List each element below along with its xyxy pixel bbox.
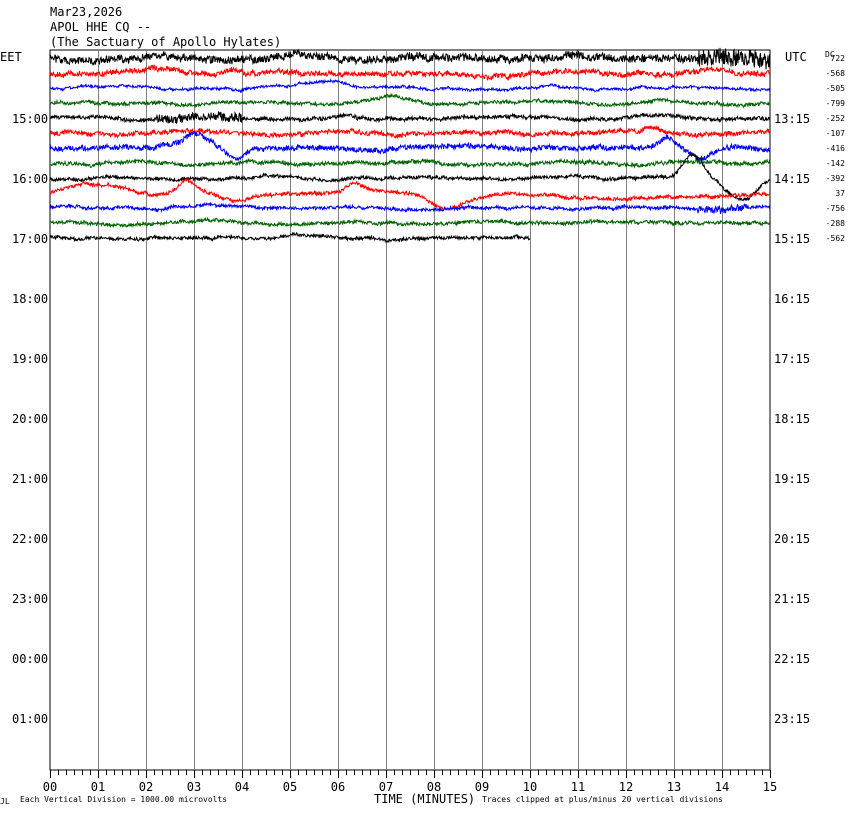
dc-offset-label: -288 (826, 219, 845, 228)
seismic-trace (49, 78, 771, 94)
plot-grid (49, 49, 771, 771)
dc-offset-label: 722 (831, 54, 846, 63)
dc-offset-label: -799 (826, 99, 845, 108)
dc-offset-label: -568 (826, 69, 845, 78)
seismic-trace (49, 110, 771, 124)
seismic-trace (49, 216, 771, 229)
x-tick-label: 12 (619, 780, 633, 794)
left-hour-label: 18:00 (12, 292, 48, 306)
x-tick-label: 09 (475, 780, 489, 794)
x-tick-label: 04 (235, 780, 249, 794)
left-timezone-label: EET (0, 50, 22, 64)
left-hour-labels: 15:00 16:00 17:00 18:00 19:00 20:00 21:00 22:00… (12, 112, 48, 726)
seismic-trace (49, 64, 771, 82)
left-hour-label: 19:00 (12, 352, 48, 366)
dc-offset-label: -505 (826, 84, 845, 93)
footer-scale-note: Each Vertical Division = 1000.00 microvo… (20, 795, 227, 804)
header-date: Mar23,2026 (50, 5, 122, 19)
left-hour-label: 23:00 (12, 592, 48, 606)
right-hour-label: 14:15 (774, 172, 810, 186)
dc-offset-label: 37 (835, 189, 845, 198)
seismic-trace (49, 130, 771, 163)
seismic-trace (49, 125, 771, 140)
x-tick-label: 11 (571, 780, 585, 794)
dc-offset-label: -392 (826, 174, 845, 183)
seismic-traces (49, 47, 771, 244)
header-site: (The Sactuary of Apollo Hylates) (50, 35, 281, 49)
right-hour-label: 16:15 (774, 292, 810, 306)
right-hour-label: 15:15 (774, 232, 810, 246)
x-axis-title: TIME (MINUTES) (374, 792, 475, 806)
x-tick-label: 07 (379, 780, 393, 794)
dc-offset-label: -252 (826, 114, 845, 123)
left-hour-label: 21:00 (12, 472, 48, 486)
dc-offset-label: -416 (826, 144, 845, 153)
right-timezone-label: UTC (785, 50, 807, 64)
right-hour-label: 19:15 (774, 472, 810, 486)
left-hour-label: 16:00 (12, 172, 48, 186)
x-tick-label: 06 (331, 780, 345, 794)
x-tick-label: 08 (427, 780, 441, 794)
seismic-trace (49, 92, 771, 109)
x-tick-label: 03 (187, 780, 201, 794)
x-tick-label: 14 (715, 780, 729, 794)
seismic-trace (49, 201, 771, 215)
right-hour-label: 21:15 (774, 592, 810, 606)
seismic-trace (49, 157, 771, 169)
right-hour-labels: 13:15 14:15 15:15 16:15 17:15 18:15 19:15 20:15… (774, 112, 810, 726)
plot-frame (49, 49, 771, 771)
x-tick-label: 15 (763, 780, 777, 794)
left-hour-label: 01:00 (12, 712, 48, 726)
x-tick-label: 05 (283, 780, 297, 794)
left-hour-label: 17:00 (12, 232, 48, 246)
dc-offset-label: -562 (826, 234, 845, 243)
dc-offset-labels: 722 -568 -505 -799 -252 -107 -416 -142 -392 37 -75… (826, 54, 845, 243)
dc-offset-label: -107 (826, 129, 845, 138)
x-tick-label: 00 (43, 780, 57, 794)
right-hour-label: 13:15 (774, 112, 810, 126)
right-hour-label: 20:15 (774, 532, 810, 546)
footer-left-mark: JL (0, 797, 10, 806)
left-hour-label: 00:00 (12, 652, 48, 666)
right-hour-label: 17:15 (774, 352, 810, 366)
left-hour-label: 22:00 (12, 532, 48, 546)
left-hour-label: 20:00 (12, 412, 48, 426)
footer-clip-note: Traces clipped at plus/minus 20 vertical… (482, 795, 723, 804)
right-hour-label: 23:15 (774, 712, 810, 726)
header-station: APOL HHE CQ -- (50, 20, 151, 34)
x-tick-label: 01 (91, 780, 105, 794)
seismic-trace (49, 47, 771, 70)
x-tick-label: 02 (139, 780, 153, 794)
seismic-trace (49, 152, 771, 202)
right-hour-label: 18:15 (774, 412, 810, 426)
seismic-trace (49, 176, 771, 212)
seismic-trace (49, 231, 531, 244)
x-tick-label: 10 (523, 780, 537, 794)
right-hour-label: 22:15 (774, 652, 810, 666)
dc-label: DC (825, 50, 835, 59)
x-tick-label: 13 (667, 780, 681, 794)
dc-offset-label: -756 (826, 204, 845, 213)
x-axis: 00 01 02 03 04 05 06 07 08 09 10 11 12 13 14 15 (43, 770, 777, 794)
dc-offset-label: -142 (826, 159, 845, 168)
left-hour-label: 15:00 (12, 112, 48, 126)
